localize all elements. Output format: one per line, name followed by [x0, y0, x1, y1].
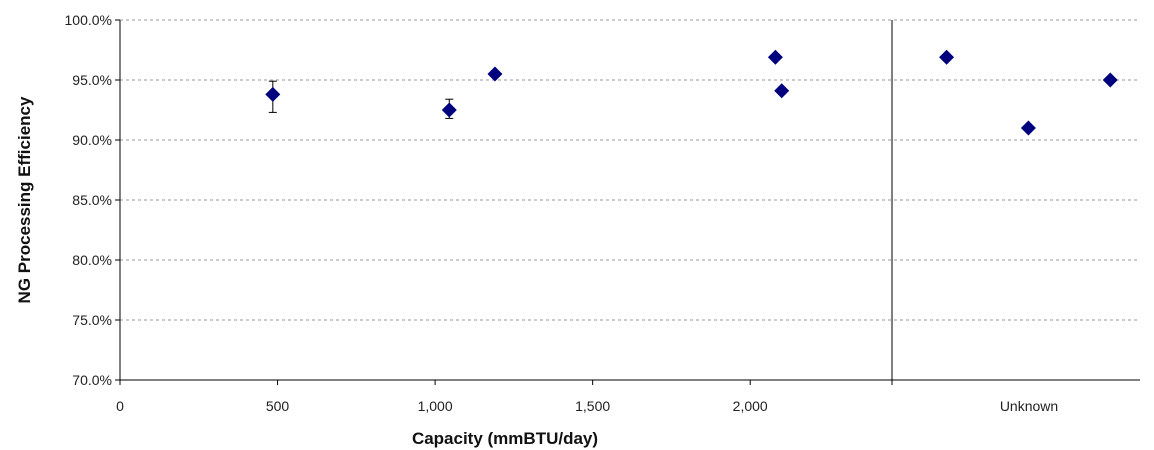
- x-tick-label: 1,000: [418, 398, 453, 414]
- unknown-data-point: [939, 49, 955, 65]
- axes: [115, 19, 1140, 385]
- y-tick-label: 70.0%: [72, 372, 112, 388]
- data-point: [441, 102, 457, 118]
- data-points: [265, 49, 1118, 136]
- y-tick-label: 75.0%: [72, 312, 112, 328]
- unknown-category-label: Unknown: [1000, 398, 1058, 414]
- data-point: [774, 83, 790, 99]
- x-tick-label: 1,500: [575, 398, 610, 414]
- x-tick-label: 0: [116, 398, 124, 414]
- x-tick-labels: 0 500 1,000 1,500 2,000: [116, 398, 768, 414]
- grid-lines: [120, 19, 1140, 321]
- y-tick-label: 85.0%: [72, 192, 112, 208]
- y-axis-title: NG Processing Efficiency: [15, 96, 34, 303]
- y-tick-label: 95.0%: [72, 72, 112, 88]
- unknown-data-point: [1020, 120, 1036, 136]
- x-axis-title: Capacity (mmBTU/day): [412, 429, 598, 448]
- x-tick-label: 2,000: [733, 398, 768, 414]
- y-tick-label: 80.0%: [72, 252, 112, 268]
- error-bars: [268, 80, 454, 119]
- unknown-data-point: [1102, 72, 1118, 88]
- y-tick-label: 100.0%: [65, 12, 112, 28]
- data-point: [487, 66, 503, 82]
- data-point: [265, 86, 281, 102]
- x-tick-label: 500: [266, 398, 290, 414]
- y-tick-labels: 70.0% 75.0% 80.0% 85.0% 90.0% 95.0% 100.0%: [65, 12, 112, 388]
- y-tick-label: 90.0%: [72, 132, 112, 148]
- data-point: [767, 49, 783, 65]
